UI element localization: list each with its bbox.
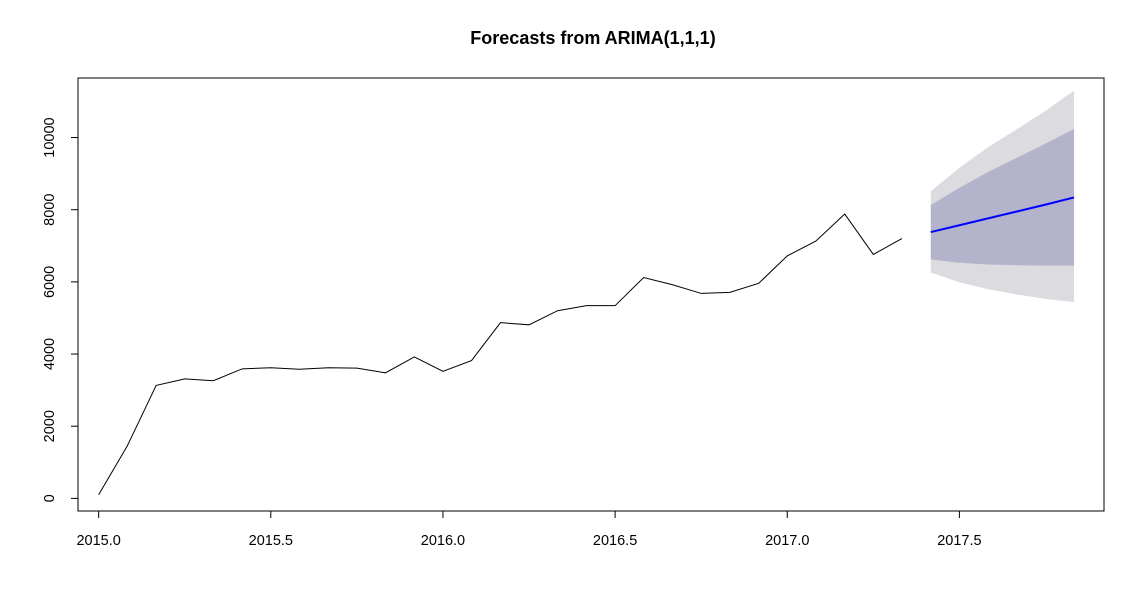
chart-title: Forecasts from ARIMA(1,1,1): [470, 28, 716, 48]
band-80-layer: [930, 128, 1075, 266]
x-tick-label: 2016.0: [421, 533, 465, 549]
y-tick-label: 6000: [42, 266, 58, 298]
x-tick-label: 2015.5: [249, 533, 293, 549]
y-tick-label: 0: [42, 494, 58, 502]
x-tick-label: 2017.0: [765, 533, 809, 549]
y-tick-label: 2000: [42, 410, 58, 442]
y-axis: 0 2000 4000 6000 8000 10000: [42, 117, 79, 502]
prediction-band-80: [930, 128, 1075, 266]
x-axis: 2015.0 2015.5 2016.0 2016.5 2017.0 2017.5: [76, 510, 982, 549]
plot-frame: [77, 77, 1105, 512]
forecast-mean-line: [930, 196, 1075, 234]
observed-series-layer: [98, 213, 903, 496]
observed-series-line: [98, 213, 903, 496]
forecast-series-layer: [930, 196, 1075, 234]
x-tick-label: 2017.5: [937, 533, 981, 549]
x-tick-label: 2015.0: [76, 533, 120, 549]
x-tick-label: 2016.5: [593, 533, 637, 549]
y-tick-label: 10000: [42, 117, 58, 157]
y-tick-label: 8000: [42, 194, 58, 226]
y-tick-label: 4000: [42, 338, 58, 370]
